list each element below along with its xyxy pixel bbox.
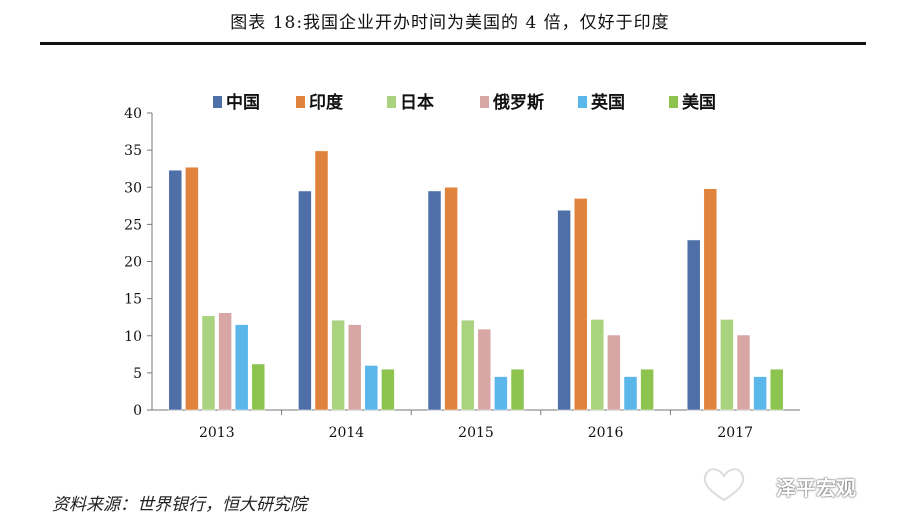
legend-swatch bbox=[669, 96, 678, 108]
title-rule bbox=[40, 42, 866, 45]
bar-2016-印度 bbox=[573, 198, 588, 411]
watermark: 泽平宏观 bbox=[700, 458, 880, 508]
y-tick-label: 10 bbox=[124, 329, 142, 345]
bar-2017-印度 bbox=[703, 188, 718, 411]
chart-legend: 中国 印度 日本 俄罗斯 英国 美国 bbox=[213, 92, 716, 113]
bar-chart: 0 5 10 15 20 25 30 35 40 2013 2014 2015 2016 2017 中国 印… bbox=[124, 92, 800, 441]
bar-2015-美国 bbox=[510, 368, 525, 411]
watermark-text: 泽平宏观 bbox=[776, 476, 856, 500]
bar-2015-中国 bbox=[427, 190, 442, 411]
legend-label: 美国 bbox=[682, 92, 716, 113]
legend-swatch bbox=[296, 96, 305, 108]
bar-2016-俄罗斯 bbox=[607, 334, 621, 411]
bar-2013-中国 bbox=[168, 169, 183, 411]
bar-2013-俄罗斯 bbox=[218, 312, 232, 411]
y-tick-label: 20 bbox=[124, 255, 142, 271]
x-tick-label: 2013 bbox=[199, 425, 235, 441]
legend-label: 俄罗斯 bbox=[492, 92, 544, 113]
bar-2013-英国 bbox=[234, 324, 249, 411]
bar-2014-美国 bbox=[381, 368, 395, 411]
chart-axes: 0 5 10 15 20 25 30 35 40 2013 2014 2015 2016 2017 bbox=[124, 106, 800, 441]
bar-2015-俄罗斯 bbox=[477, 328, 492, 411]
source-note: 资料来源：世界银行，恒大研究院 bbox=[52, 495, 307, 515]
chart-bars bbox=[168, 150, 784, 411]
legend-swatch bbox=[387, 96, 396, 108]
y-tick-label: 30 bbox=[124, 180, 142, 196]
bar-2014-印度 bbox=[314, 150, 329, 411]
y-tick-label: 0 bbox=[133, 403, 142, 419]
bar-2015-印度 bbox=[444, 187, 458, 411]
bar-2015-日本 bbox=[460, 319, 475, 411]
y-tick-label: 40 bbox=[124, 106, 142, 122]
bar-2013-日本 bbox=[201, 315, 216, 411]
x-tick-label: 2014 bbox=[329, 425, 365, 441]
bar-2017-日本 bbox=[720, 319, 734, 411]
bar-2017-俄罗斯 bbox=[736, 334, 751, 411]
bar-2014-英国 bbox=[364, 365, 379, 411]
bar-2017-美国 bbox=[769, 368, 784, 411]
bar-2013-美国 bbox=[251, 363, 266, 411]
bar-2017-中国 bbox=[686, 239, 701, 411]
bar-2014-中国 bbox=[298, 190, 312, 411]
bar-2016-日本 bbox=[590, 319, 605, 411]
bar-2016-英国 bbox=[623, 376, 638, 411]
bar-2017-英国 bbox=[753, 376, 767, 411]
legend-label: 中国 bbox=[226, 92, 260, 113]
chart-title: 图表 18:我国企业开办时间为美国的 4 倍，仅好于印度 bbox=[230, 13, 670, 33]
bar-2014-俄罗斯 bbox=[347, 324, 362, 411]
y-tick-label: 35 bbox=[124, 143, 142, 159]
x-tick-label: 2017 bbox=[717, 425, 753, 441]
legend-swatch bbox=[213, 96, 222, 108]
legend-label: 英国 bbox=[591, 92, 625, 113]
bar-2013-印度 bbox=[185, 166, 199, 411]
bar-2014-日本 bbox=[331, 319, 345, 411]
x-tick-label: 2015 bbox=[458, 425, 494, 441]
legend-swatch bbox=[578, 96, 587, 108]
bar-2016-中国 bbox=[557, 210, 571, 411]
legend-swatch bbox=[480, 96, 489, 108]
legend-label: 印度 bbox=[309, 92, 344, 113]
bar-2015-英国 bbox=[494, 376, 508, 411]
watermark-logo-icon bbox=[703, 468, 745, 502]
y-tick-label: 15 bbox=[124, 292, 142, 308]
bar-2016-美国 bbox=[640, 368, 654, 411]
y-tick-label: 25 bbox=[124, 217, 142, 233]
x-tick-label: 2016 bbox=[588, 425, 624, 441]
y-tick-label: 5 bbox=[133, 366, 142, 382]
legend-label: 日本 bbox=[400, 92, 434, 113]
